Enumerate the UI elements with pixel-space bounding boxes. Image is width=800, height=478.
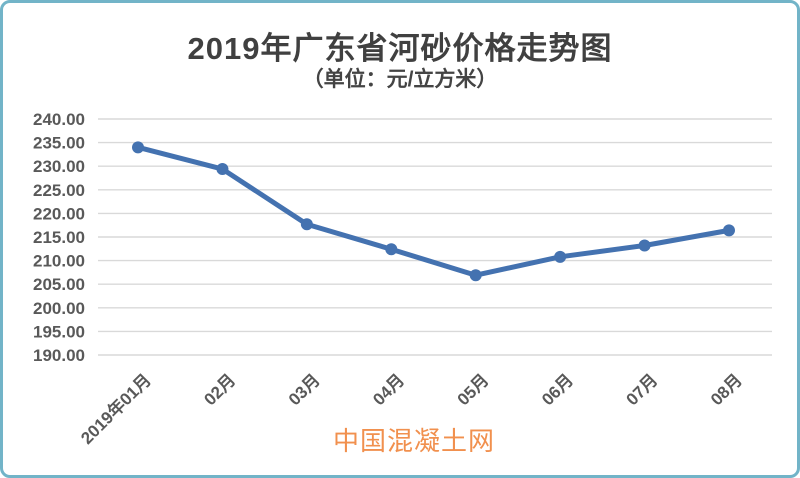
x-tick-label: 02月 [200,370,239,409]
x-tick-label: 07月 [623,370,662,409]
y-tick-label: 240.00 [33,110,85,129]
data-point-marker [385,243,398,256]
chart-title: 2019年广东省河砂价格走势图 [187,31,613,66]
y-tick-label: 235.00 [33,134,85,153]
data-point-marker [638,239,651,252]
x-tick-label: 06月 [538,370,577,409]
chart-subtitle: （单位：元/立方米） [302,68,498,91]
y-tick-label: 205.00 [33,275,85,294]
y-tick-label: 190.00 [33,346,85,365]
data-point-marker [554,250,567,263]
x-tick-label: 03月 [285,370,324,409]
watermark-text: 中国混凝土网 [332,426,495,456]
data-point-marker [132,141,144,154]
y-tick-label: 215.00 [33,228,85,247]
y-tick-label: 200.00 [33,299,85,318]
data-point-marker [300,218,313,231]
x-tick-label: 08月 [707,370,746,409]
x-tick-label: 04月 [369,370,408,409]
y-tick-label: 220.00 [33,204,85,223]
price-line [135,144,732,278]
data-point-marker [216,163,229,176]
y-tick-label: 195.00 [33,322,85,341]
y-tick-label: 210.00 [33,252,85,271]
line-chart-svg: 240.00 235.00 230.00 225.00 220.00 215.00 210.… [33,110,772,448]
y-tick-label: 230.00 [33,157,85,176]
y-tick-label: 225.00 [33,181,85,200]
data-point-marker [723,224,735,237]
x-tick-label: 05月 [454,370,493,409]
data-point-marker [469,269,482,282]
